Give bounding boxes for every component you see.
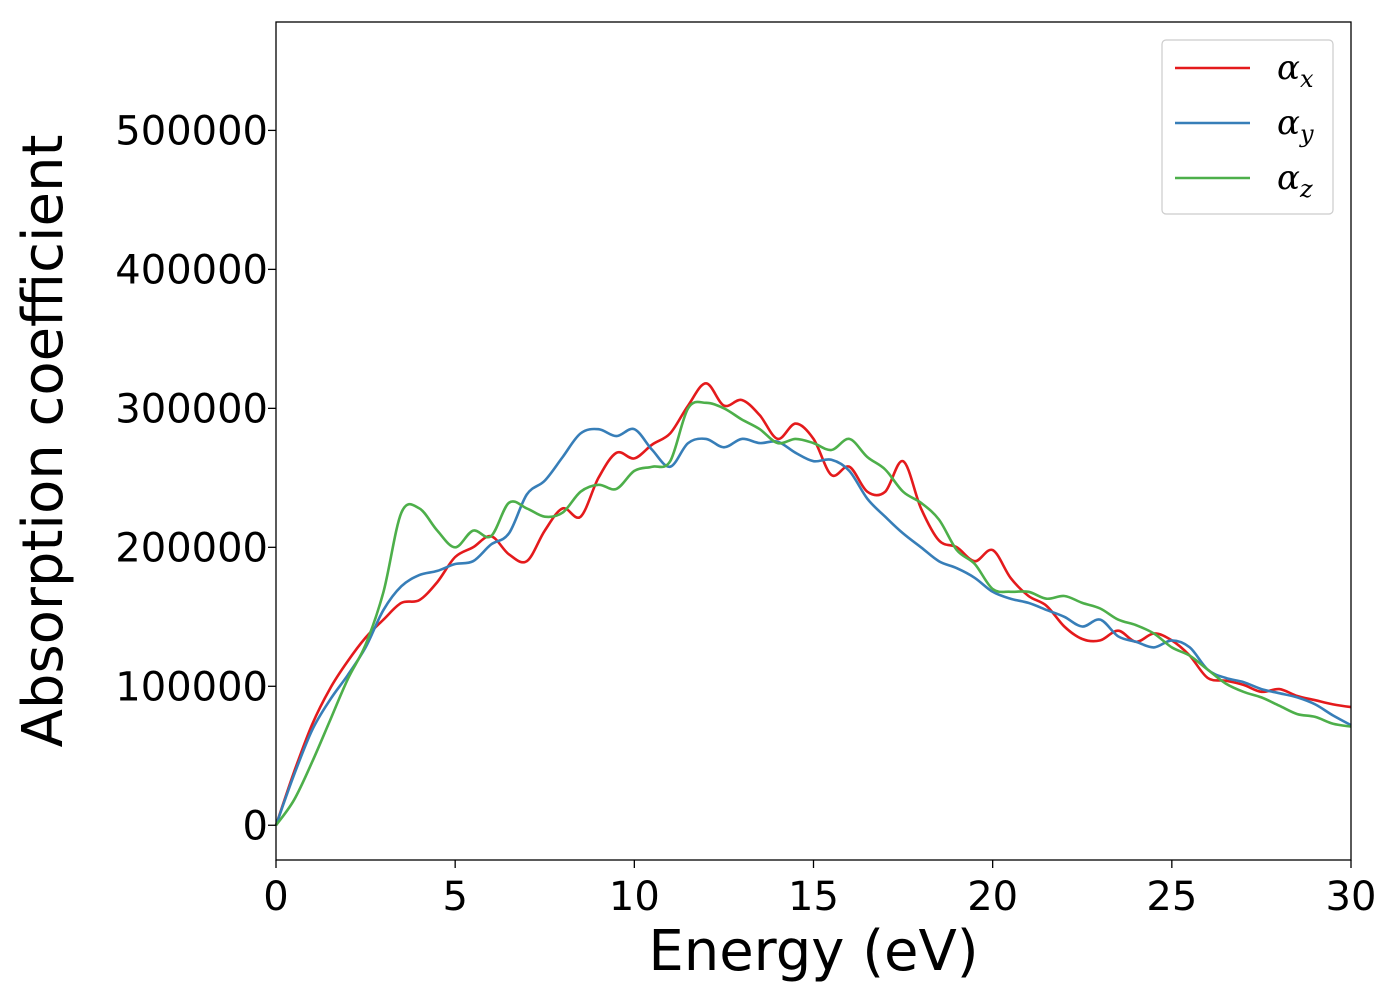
x-tick-label: 30 — [1326, 874, 1377, 920]
legend-subscript: z — [1299, 175, 1313, 203]
x-tick-label: 5 — [442, 874, 467, 920]
legend-symbol: α — [1277, 158, 1300, 198]
legend-label-y: αy — [1277, 103, 1314, 148]
x-tick-label: 0 — [263, 874, 288, 920]
x-tick-label: 15 — [788, 874, 839, 920]
y-axis-title: Absorption coefficient — [11, 135, 76, 748]
series-line-z — [274, 400, 1352, 827]
y-tick-label: 100000 — [115, 664, 268, 710]
x-tick-label: 20 — [967, 874, 1018, 920]
legend-label-z: αz — [1277, 158, 1313, 203]
legend-symbol: α — [1277, 103, 1300, 143]
y-tick-label: 300000 — [115, 386, 268, 432]
y-tick-label: 500000 — [115, 108, 268, 154]
x-axis-title: Energy (eV) — [648, 919, 978, 984]
y-axis-ticks: 0 100000 200000 300000 400000 500000 — [115, 108, 276, 849]
x-axis-ticks: 0 5 10 15 20 25 30 — [263, 860, 1376, 920]
series-line-y — [274, 427, 1352, 826]
y-tick-label: 200000 — [115, 525, 268, 571]
legend-label-x: αx — [1277, 48, 1314, 93]
legend-box — [1161, 39, 1334, 215]
series-lines — [274, 382, 1352, 827]
x-tick-label: 25 — [1146, 874, 1197, 920]
legend-subscript: y — [1299, 120, 1314, 148]
y-tick-label: 0 — [243, 803, 268, 849]
legend-symbol: α — [1277, 48, 1300, 88]
legend-subscript: x — [1300, 65, 1314, 93]
x-tick-label: 10 — [609, 874, 660, 920]
y-tick-label: 400000 — [115, 247, 268, 293]
